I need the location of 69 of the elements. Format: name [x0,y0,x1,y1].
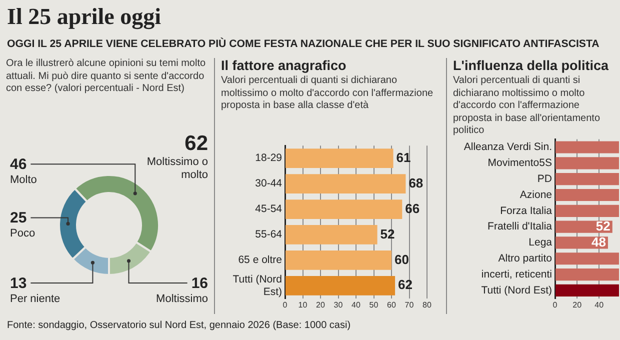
x-tick-label: 40 [352,300,361,310]
x-tick-label: 20 [316,300,326,310]
slice-label: Moltissimo [156,293,208,305]
bar [556,204,619,217]
chart-subtitle: Valori percentuali di quanti si dichiarano moltissimo o molto d'accordo con l'affermazione proposta in base alla classe d'età [221,75,434,112]
text: 62 [184,132,208,156]
y-tick-label: incerti, reticenti [481,268,552,280]
slice-label: Per niente [10,293,60,305]
data-label: 61 [396,150,411,165]
chart-title: Il 25 aprile oggi [7,4,161,30]
x-tick-label: 80 [422,300,432,310]
bar [556,188,619,202]
y-tick-label: 45-54 [255,203,282,216]
bar [286,276,396,296]
bar [556,252,619,265]
bar [556,157,619,170]
y-tick-label: Forza Italia [500,204,552,217]
y-tick-label: Tutti (Nord Est) [232,273,282,298]
data-label: 25 [10,210,27,227]
y-tick-label: Lega [528,236,552,249]
text: OGGI IL 25 APRILE VIENE CELEBRATO PIÙ COME FESTA NAZIONALE CHE PER IL SUO SIGNIFICATO ANTIFASCISTA [7,38,600,50]
slice-label: Molto [10,174,37,186]
y-tick-label: Azione [520,188,552,201]
y-tick-label: 18-29 [255,152,282,164]
x-tick-label: 40 [594,300,604,310]
y-tick-label: 30-44 [255,178,282,190]
bar [556,236,608,249]
y-tick-label: Fratelli d'Italia [488,220,552,233]
bar [556,141,619,154]
y-tick-label: Altro partito [498,252,552,265]
chart-title: Il fattore anagrafico [221,58,348,73]
y-tick-label: 65 e oltre [238,254,282,266]
x-tick-label: 30 [334,300,344,310]
data-label: 52 [596,218,610,234]
bar [556,268,619,281]
x-tick-label: 60 [387,300,396,310]
y-tick-label: Movimento5S [488,157,552,170]
bar [286,225,378,244]
y-tick-label: 55-64 [255,228,282,241]
chart-title: L'influenza della politica [453,58,610,73]
data-label: 60 [394,252,409,267]
data-label: 62 [398,277,413,292]
x-tick-label: 20 [572,300,582,310]
slice-label: Poco [10,228,36,240]
y-tick-label: PD [537,172,552,185]
bar [556,173,619,186]
x-tick-label: 70 [404,300,414,310]
bar [286,200,402,219]
bar [286,148,394,168]
bar [556,284,619,296]
x-tick-label: 50 [369,300,379,310]
y-tick-label: Tutti (Nord Est) [481,284,552,296]
y-tick-label: Alleanza Verdi Sin. [464,141,552,154]
bar [286,250,392,270]
data-label: 52 [380,226,395,242]
data-label: 66 [405,200,420,216]
chart-subtitle: Valori percentuali di quanti si dichiarano moltissimo o molto d'accordo con l'affermazione proposta in base all'orientamento politico [453,75,602,138]
source-note: Fonte: sondaggio, Osservatorio sul Nord Est, gennaio 2026 (Base: 1000 casi) [7,320,351,331]
x-tick-label: 10 [298,300,308,310]
data-label: 16 [191,275,208,292]
x-tick-label: 0 [282,300,288,310]
text: Ora le illustrerò alcune opinioni su temi molto attuali. Mi può dire quanto si sente d'accordo con esse? (valori percentuali - Nord Est) [6,58,207,96]
x-tick-label: 0 [552,300,558,310]
data-label: 13 [10,275,27,292]
text: Moltissimo o molto [146,156,208,182]
data-label: 68 [408,175,424,190]
data-label: 48 [591,234,606,250]
data-label: 46 [10,156,27,174]
bar [286,174,406,194]
